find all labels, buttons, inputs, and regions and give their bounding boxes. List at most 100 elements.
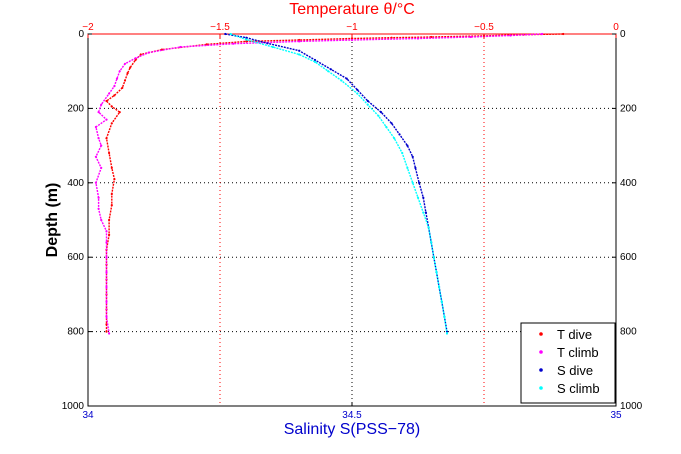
top-tick-label: −2 — [82, 22, 94, 33]
data-point — [108, 332, 111, 335]
data-point — [340, 79, 343, 82]
data-point — [398, 133, 401, 136]
data-point — [416, 196, 420, 199]
data-point — [118, 111, 121, 114]
data-point — [105, 241, 108, 244]
data-point — [105, 330, 108, 333]
data-point — [115, 77, 119, 80]
y-tick-label-left: 0 — [78, 29, 84, 40]
data-point — [438, 285, 441, 289]
data-point — [105, 118, 108, 121]
data-point — [271, 45, 274, 49]
data-point — [432, 256, 435, 259]
top-tick-label: 0 — [613, 22, 619, 33]
data-point — [224, 32, 227, 36]
data-point — [179, 45, 182, 49]
data-point — [377, 114, 380, 117]
y-tick-label-right: 800 — [620, 327, 637, 338]
y-tick-label-right: 0 — [620, 29, 626, 40]
data-point — [108, 151, 111, 155]
data-point — [406, 144, 409, 147]
data-point — [97, 207, 100, 210]
data-point — [411, 181, 414, 184]
data-point — [401, 151, 404, 155]
data-point — [110, 204, 113, 207]
data-point — [390, 36, 393, 39]
data-point — [422, 211, 425, 214]
data-point — [385, 125, 388, 129]
legend-box — [520, 322, 616, 404]
data-point — [97, 137, 100, 140]
data-point — [416, 37, 420, 40]
data-point — [113, 94, 116, 97]
data-point — [366, 103, 369, 106]
data-point — [445, 332, 449, 335]
data-point — [390, 122, 393, 125]
data-point — [424, 211, 427, 214]
data-point — [313, 60, 317, 64]
data-point — [345, 77, 348, 80]
data-point — [139, 53, 142, 56]
bottom-axis-title: Salinity S(PSS−78) — [284, 421, 421, 438]
data-point — [97, 196, 100, 199]
y-tick-label-right: 400 — [620, 178, 637, 189]
data-point — [414, 166, 417, 169]
y-tick-label-right: 200 — [620, 103, 637, 114]
series-t-climb — [94, 32, 544, 335]
series-s-climb — [229, 32, 449, 335]
data-point — [541, 32, 544, 36]
y-tick-label-left: 400 — [67, 178, 84, 189]
data-point — [129, 66, 132, 69]
data-point — [393, 137, 396, 140]
legend-marker-t-dive — [539, 332, 543, 336]
data-point — [418, 181, 421, 184]
y-tick-label-left: 600 — [67, 252, 84, 263]
data-point — [100, 218, 103, 222]
data-point — [94, 125, 97, 129]
data-point — [105, 285, 108, 289]
data-point — [356, 88, 359, 91]
data-point — [110, 105, 113, 108]
y-tick-label-left: 200 — [67, 103, 84, 114]
data-point — [298, 49, 301, 52]
data-point — [298, 40, 301, 43]
data-point — [108, 218, 111, 222]
data-point — [134, 58, 137, 62]
y-tick-label-left: 800 — [67, 327, 84, 338]
data-point — [469, 35, 472, 39]
data-point — [366, 99, 369, 103]
y-tick-label-right: 600 — [620, 252, 637, 263]
data-point — [427, 226, 430, 229]
data-point — [134, 57, 137, 60]
data-point — [245, 38, 248, 41]
data-point — [113, 178, 116, 181]
data-point — [123, 62, 127, 65]
data-point — [113, 85, 116, 88]
data-point — [105, 99, 108, 103]
y-tick-label-right: 1000 — [620, 401, 643, 412]
data-point — [105, 137, 108, 140]
legend-items: T dive T climb S dive S climb — [539, 327, 600, 396]
top-tick-label: −1.5 — [210, 22, 230, 33]
data-point — [108, 92, 111, 95]
data-point — [110, 122, 113, 125]
legend-marker-s-dive — [539, 368, 543, 372]
data-point — [100, 166, 103, 169]
data-point — [356, 92, 359, 95]
data-point — [229, 32, 232, 36]
data-point — [430, 241, 433, 244]
data-point — [105, 230, 108, 233]
top-axis-title: Temperature θ/°C — [289, 1, 415, 18]
data-point — [126, 72, 129, 75]
bottom-tick-label: 35 — [610, 410, 622, 421]
series-layer — [94, 32, 565, 335]
data-point — [379, 111, 383, 114]
data-point — [105, 300, 108, 303]
data-point — [94, 181, 97, 184]
y-axis-title: Depth (m) — [44, 183, 61, 258]
data-point — [97, 111, 100, 114]
data-point — [123, 79, 127, 82]
data-point — [298, 53, 301, 56]
